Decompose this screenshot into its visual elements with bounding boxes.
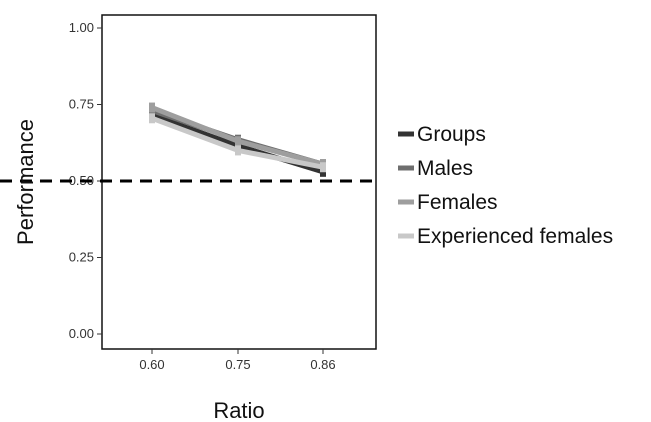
data-point — [235, 145, 241, 156]
legend-label: Groups — [417, 123, 486, 146]
y-axis: 0.000.250.500.751.00 — [69, 20, 102, 341]
y-tick-label: 0.00 — [69, 326, 94, 341]
y-tick-label: 1.00 — [69, 20, 94, 35]
x-tick-label: 0.60 — [139, 357, 164, 372]
series-layer — [149, 102, 326, 177]
x-tick-label: 0.75 — [225, 357, 250, 372]
y-tick-label: 0.25 — [69, 250, 94, 265]
y-tick-label: 0.75 — [69, 97, 94, 112]
legend-label: Females — [417, 191, 498, 214]
x-axis-title: Ratio — [213, 398, 264, 422]
data-point — [320, 162, 326, 173]
data-point — [235, 136, 241, 147]
x-tick-label: 0.86 — [310, 357, 335, 372]
x-axis: 0.60 0.75 0.86 — [139, 349, 336, 372]
data-point — [149, 113, 155, 124]
legend: Groups Males Females Experienced females — [398, 123, 613, 248]
data-point — [149, 102, 155, 113]
legend-label: Experienced females — [417, 225, 613, 248]
y-axis-title: Performance — [13, 119, 38, 245]
legend-label: Males — [417, 157, 473, 180]
